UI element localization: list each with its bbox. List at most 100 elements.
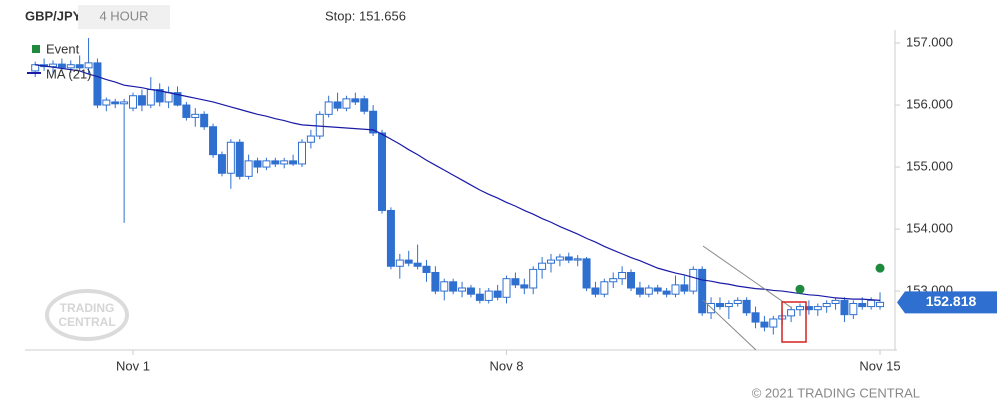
candle-body: [413, 262, 422, 267]
candle-body: [280, 160, 289, 165]
candle-body: [555, 256, 564, 261]
x-tick-label: Nov 15: [859, 358, 900, 373]
candle-body: [724, 302, 733, 308]
candle-body: [431, 271, 440, 292]
candle-body: [315, 113, 324, 137]
candle-body: [831, 299, 840, 304]
candle-body: [422, 265, 431, 273]
interval-badge: [78, 5, 170, 29]
price-label: 152.818: [926, 293, 977, 309]
candle-body: [253, 160, 262, 168]
candle-body: [324, 101, 333, 115]
pattern-line: [702, 299, 757, 351]
candle-body: [129, 95, 138, 109]
candle-body: [484, 290, 493, 301]
candle-body: [57, 63, 66, 69]
candle-body: [386, 209, 395, 267]
candle-body: [235, 141, 244, 177]
candle-body: [618, 271, 627, 280]
y-tick-label: 155.000: [906, 158, 953, 173]
candle-body: [627, 271, 636, 289]
candle-body: [502, 278, 511, 298]
event-marker: [875, 263, 885, 273]
candle-body: [689, 268, 698, 292]
candle-body: [662, 290, 671, 295]
candle-body: [395, 259, 404, 267]
candle-body: [289, 160, 298, 165]
candle-body: [209, 126, 218, 156]
candle-body: [475, 293, 484, 301]
price-label-bg: [897, 291, 997, 314]
candle-body: [573, 258, 582, 261]
candle-body: [271, 160, 280, 165]
candle-body: [751, 312, 760, 323]
y-tick-label: 156.000: [906, 96, 953, 111]
candle-body: [200, 113, 209, 128]
candle-body: [75, 64, 84, 69]
candle-body: [404, 259, 413, 264]
candle-body: [369, 110, 378, 134]
pattern-line: [702, 245, 793, 309]
legend-label: MA (21): [46, 66, 92, 81]
candle-body: [840, 299, 849, 316]
candle-body: [635, 287, 644, 295]
candle-body: [769, 318, 778, 328]
candle-body: [742, 299, 751, 314]
watermark-text: CENTRAL: [58, 315, 115, 329]
candle-body: [493, 290, 502, 298]
y-tick-label: 154.000: [906, 221, 953, 236]
candle-body: [342, 98, 351, 109]
x-tick-label: Nov 8: [490, 358, 524, 373]
highlight-box: [781, 301, 807, 343]
candle-body: [48, 63, 57, 68]
candle-body: [520, 284, 529, 289]
candle-body: [182, 104, 191, 118]
event-marker: [795, 284, 805, 294]
candle-body: [582, 258, 591, 289]
candle-body: [351, 98, 360, 103]
candle-body: [226, 141, 235, 174]
candle-body: [306, 135, 315, 143]
candle-body: [564, 256, 573, 261]
candle-body: [155, 89, 164, 103]
candle-body: [333, 101, 342, 109]
candle-body: [146, 89, 155, 106]
candle-body: [378, 132, 387, 211]
stop-label: Stop: 151.656: [325, 8, 406, 23]
ma-line: [35, 64, 881, 301]
watermark-text: TRADING: [60, 301, 115, 315]
candle-body: [538, 262, 547, 270]
candle-body: [297, 141, 306, 165]
candle-body: [511, 278, 520, 286]
candle-body: [671, 284, 680, 295]
copyright: © 2021 TRADING CENTRAL: [752, 385, 920, 400]
candle-body: [84, 62, 93, 69]
candle-body: [813, 306, 822, 311]
candle-body: [876, 301, 885, 308]
candle-body: [760, 321, 769, 328]
x-tick-label: Nov 1: [116, 358, 150, 373]
watermark-ring: [45, 289, 129, 341]
candle-body: [111, 101, 120, 105]
candle-body: [244, 160, 253, 177]
candle-body: [120, 101, 129, 105]
candle-body: [644, 287, 653, 295]
y-tick-label: 157.000: [906, 34, 953, 49]
candle-body: [822, 302, 831, 308]
candle-body: [600, 281, 609, 295]
candle-body: [449, 281, 458, 292]
candle-body: [653, 287, 662, 292]
candle-body: [609, 278, 618, 283]
symbol: GBP/JPY: [25, 8, 82, 23]
candle-body: [733, 299, 742, 304]
plot: [31, 38, 900, 355]
candle-body: [529, 268, 538, 289]
candle-body: [787, 309, 796, 317]
candle-body: [360, 98, 369, 112]
candle-body: [591, 287, 600, 295]
candle-body: [191, 113, 200, 118]
candle-body: [217, 154, 226, 174]
candle-body: [546, 259, 555, 264]
legend-label: Event: [46, 41, 80, 56]
